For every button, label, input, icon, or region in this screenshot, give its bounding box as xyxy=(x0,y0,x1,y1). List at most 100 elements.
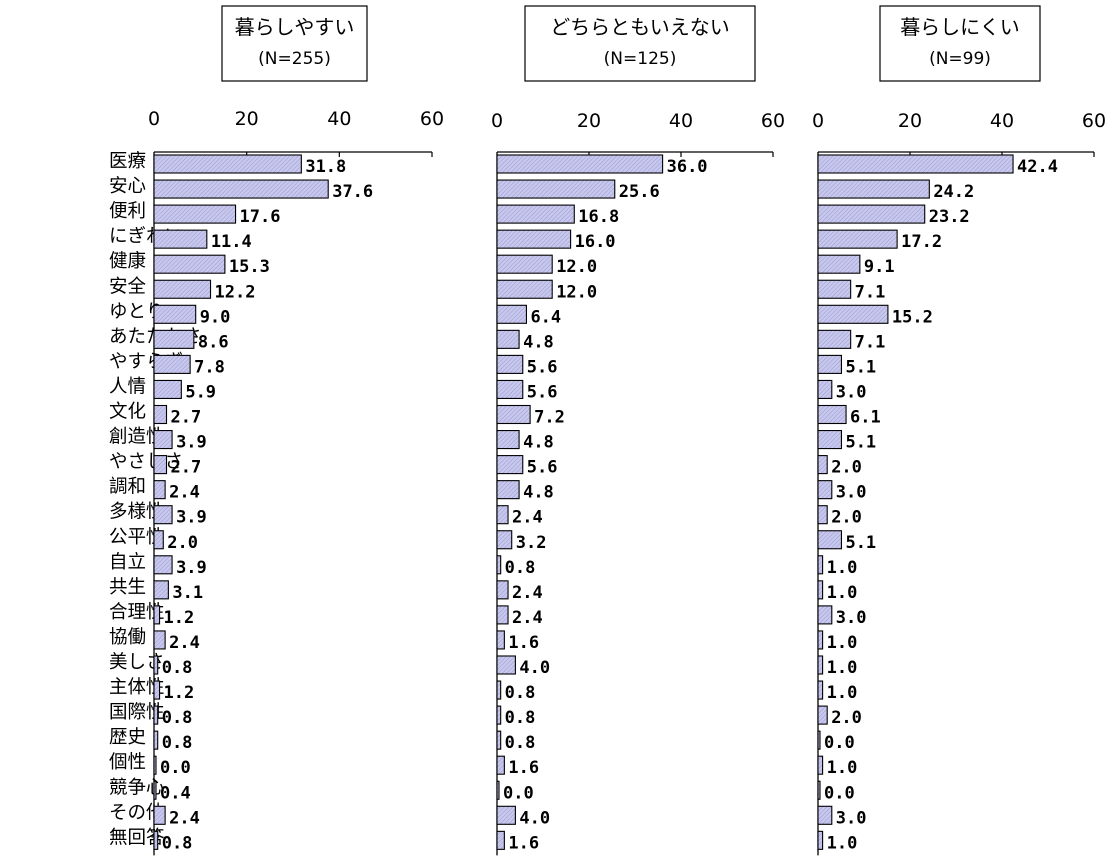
bar xyxy=(817,480,833,500)
bar-value-label: 17.2 xyxy=(901,232,942,252)
bar-value-label: 1.6 xyxy=(508,758,539,778)
bar-value-label: 2.0 xyxy=(831,508,862,528)
bar xyxy=(817,229,898,249)
bar-value-label: 3.9 xyxy=(176,433,207,453)
bar xyxy=(496,605,509,625)
panel-title: 暮らしやすい xyxy=(235,15,355,39)
x-tick-label: 20 xyxy=(235,108,259,130)
bar xyxy=(153,780,157,800)
bar-value-label: 1.0 xyxy=(827,833,858,853)
bar-value-label: 4.8 xyxy=(523,433,554,453)
panel-sample-size: (N=125) xyxy=(604,49,677,69)
bar-value-label: 31.8 xyxy=(305,157,346,177)
bar xyxy=(496,805,516,825)
bar xyxy=(153,204,237,224)
bar-value-label: 4.0 xyxy=(519,658,550,678)
bar xyxy=(496,429,520,450)
bar xyxy=(817,755,824,775)
bar-value-label: 16.8 xyxy=(578,207,619,227)
panel-title: どちらともいえない xyxy=(550,15,730,39)
bar xyxy=(153,705,159,725)
bar-value-label: 2.0 xyxy=(831,458,862,478)
bar xyxy=(153,279,212,299)
bar xyxy=(496,379,524,400)
bar xyxy=(496,580,509,600)
bar xyxy=(496,505,509,525)
bar xyxy=(817,630,824,650)
bar xyxy=(817,279,852,299)
bar-value-label: 0.0 xyxy=(160,758,191,778)
bar xyxy=(153,254,226,274)
bar xyxy=(496,304,527,324)
bar-value-label: 0.8 xyxy=(162,733,193,753)
bar xyxy=(817,154,1014,174)
bar xyxy=(817,580,824,600)
bar xyxy=(153,680,161,700)
bar-value-label: 0.0 xyxy=(824,783,855,803)
bar xyxy=(153,480,166,500)
bar-value-label: 5.6 xyxy=(527,357,558,377)
bar-value-label: 4.8 xyxy=(523,332,554,352)
bar xyxy=(817,354,843,374)
bar-value-label: 2.7 xyxy=(171,458,202,478)
bar xyxy=(817,379,833,400)
bar xyxy=(817,254,861,274)
bar xyxy=(496,630,505,650)
bar-value-label: 1.0 xyxy=(827,633,858,653)
bar xyxy=(496,279,553,299)
bar-value-label: 1.6 xyxy=(508,833,539,853)
bar-value-label: 3.0 xyxy=(836,608,867,628)
bar xyxy=(153,630,166,650)
bar xyxy=(817,805,833,825)
category-label: 自立 xyxy=(109,552,146,573)
bar-value-label: 7.2 xyxy=(534,408,565,428)
category-label: 協働 xyxy=(109,627,146,648)
bar xyxy=(496,680,502,700)
x-tick-label: 20 xyxy=(577,110,601,132)
bar xyxy=(496,455,524,475)
bar-value-label: 8.6 xyxy=(198,332,229,352)
bar xyxy=(817,605,833,625)
category-label: 個性 xyxy=(109,752,146,773)
bar-value-label: 2.4 xyxy=(169,633,200,653)
category-label: 公平性 xyxy=(109,527,165,548)
bar xyxy=(496,655,516,675)
bar-value-label: 2.4 xyxy=(512,583,543,603)
bar xyxy=(153,805,166,825)
bar xyxy=(153,404,168,425)
bar xyxy=(496,555,502,575)
bar-value-label: 2.0 xyxy=(831,708,862,728)
bar-value-label: 15.3 xyxy=(229,257,270,277)
panel-header-box xyxy=(524,5,756,82)
panel-title: 暮らしにくい xyxy=(900,15,1020,39)
bar xyxy=(817,780,821,800)
bar xyxy=(153,329,195,349)
x-tick-label: 60 xyxy=(761,110,785,132)
bar xyxy=(153,229,208,249)
x-tick-label: 20 xyxy=(898,110,922,132)
bar-value-label: 1.0 xyxy=(827,583,858,603)
bar xyxy=(153,379,182,400)
bar-value-label: 2.4 xyxy=(512,608,543,628)
bar xyxy=(153,505,173,525)
x-tick-label: 40 xyxy=(327,108,351,130)
x-tick-label: 0 xyxy=(812,110,824,132)
category-label: 主体性 xyxy=(109,677,165,698)
bar xyxy=(496,329,520,349)
bar xyxy=(153,830,159,850)
bar-value-label: 42.4 xyxy=(1017,157,1058,177)
bar xyxy=(496,179,616,199)
bar-value-label: 12.2 xyxy=(215,282,256,302)
bar-value-label: 12.0 xyxy=(556,257,597,277)
category-label: 共生 xyxy=(109,577,146,598)
bar-value-label: 5.9 xyxy=(185,382,216,402)
bar-value-label: 1.0 xyxy=(827,658,858,678)
bar xyxy=(496,530,513,550)
bar xyxy=(817,730,821,750)
bar xyxy=(817,304,889,324)
panel-header-box xyxy=(221,5,368,82)
bar xyxy=(817,179,930,199)
bar-value-label: 37.6 xyxy=(332,182,373,202)
bar-value-label: 0.8 xyxy=(505,733,536,753)
